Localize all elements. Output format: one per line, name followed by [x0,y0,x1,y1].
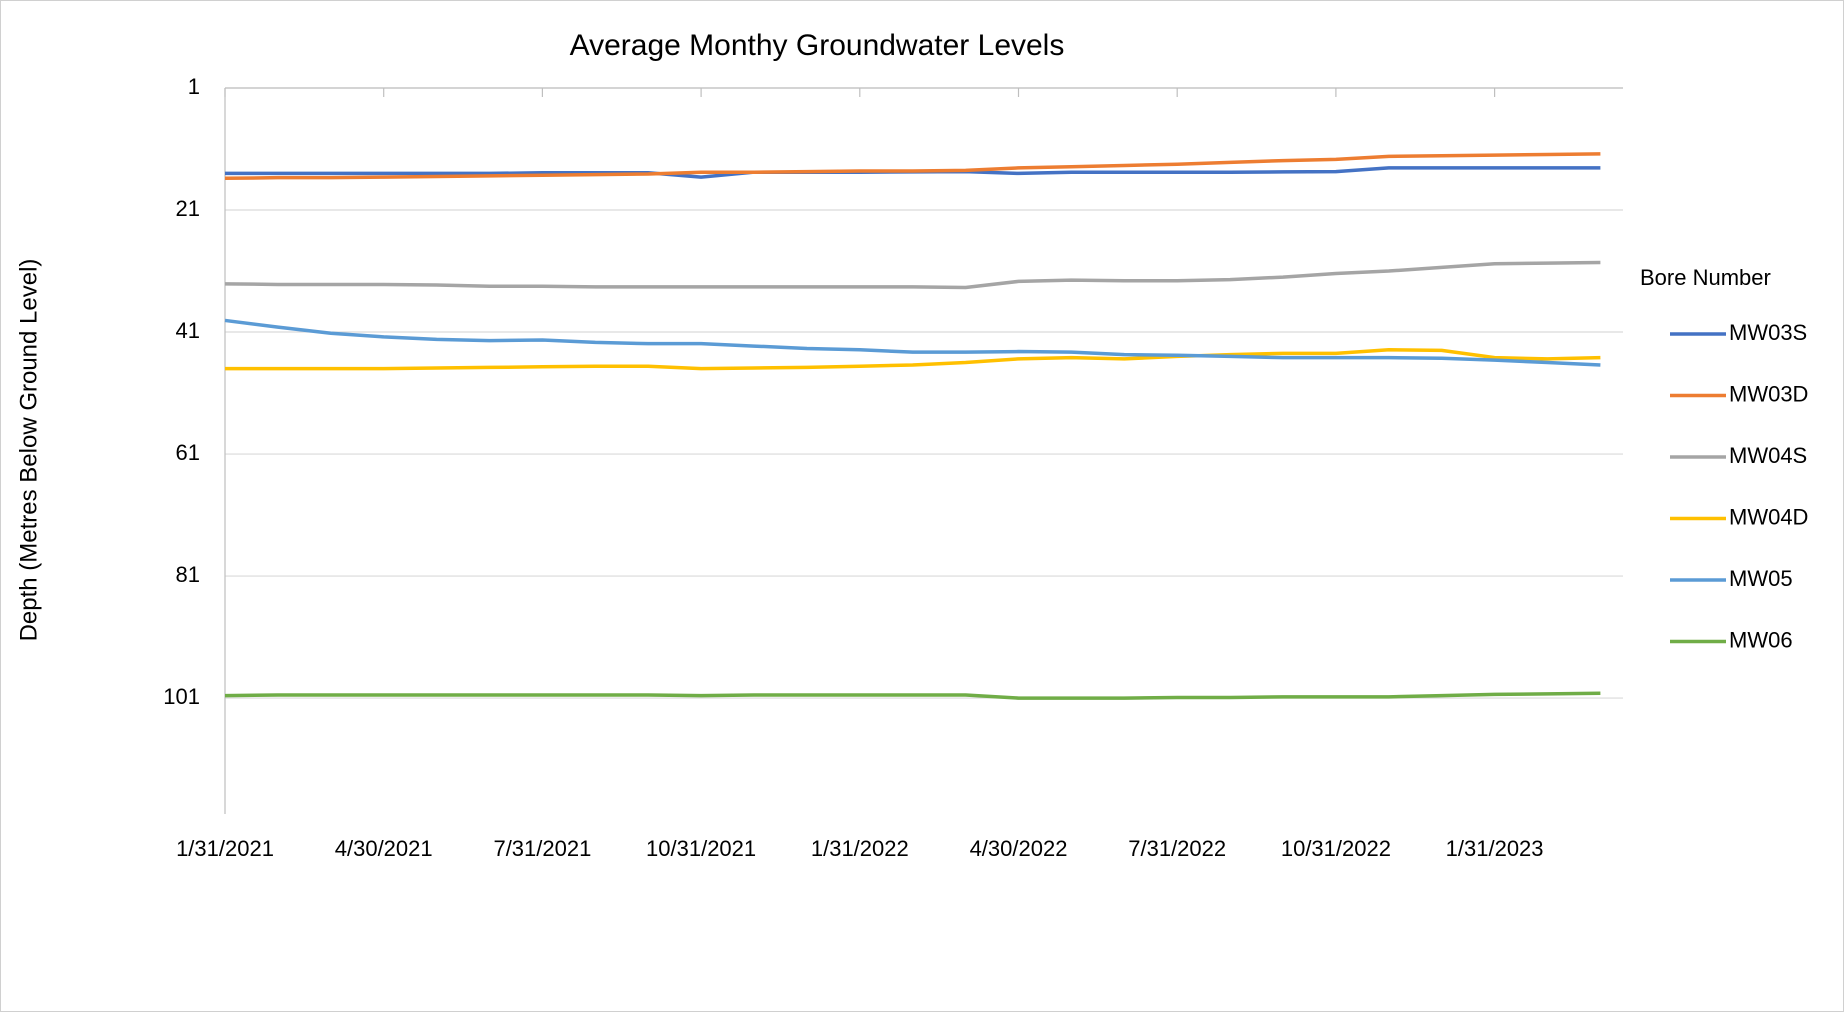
series-line [224,260,1601,290]
y-tick-label: 1 [188,74,200,99]
x-tick-label: 7/31/2021 [493,836,591,861]
legend-label: MW05 [1729,566,1793,591]
x-tick-label: 7/31/2022 [1128,836,1226,861]
x-tick-label: 1/31/2022 [811,836,909,861]
y-tick-label: 101 [163,684,200,709]
x-tick-label: 10/31/2021 [646,836,756,861]
legend-label: MW04D [1729,504,1808,529]
x-tick-label: 1/31/2021 [176,836,274,861]
y-tick-label: 61 [176,440,200,465]
legend-label: MW03D [1729,381,1808,406]
x-tick-label: 10/31/2022 [1281,836,1391,861]
series-line [224,152,1601,181]
legend-label: MW03S [1729,320,1807,345]
legend-title: Bore Number [1640,265,1771,290]
y-tick-label: 41 [176,318,200,343]
series-line [224,691,1601,700]
x-tick-label: 4/30/2021 [335,836,433,861]
y-tick-label: 81 [176,562,200,587]
y-tick-label: 21 [176,196,200,221]
series-line [225,347,1601,371]
chart-title: Average Monthy Groundwater Levels [570,29,1065,62]
series-line [224,318,1601,367]
x-tick-label: 4/30/2022 [970,836,1068,861]
legend-label: MW04S [1729,443,1807,468]
y-axis-label: Depth (Metres Below Ground Level) [15,259,42,642]
x-tick-label: 1/31/2023 [1446,836,1544,861]
legend-label: MW06 [1729,627,1793,652]
